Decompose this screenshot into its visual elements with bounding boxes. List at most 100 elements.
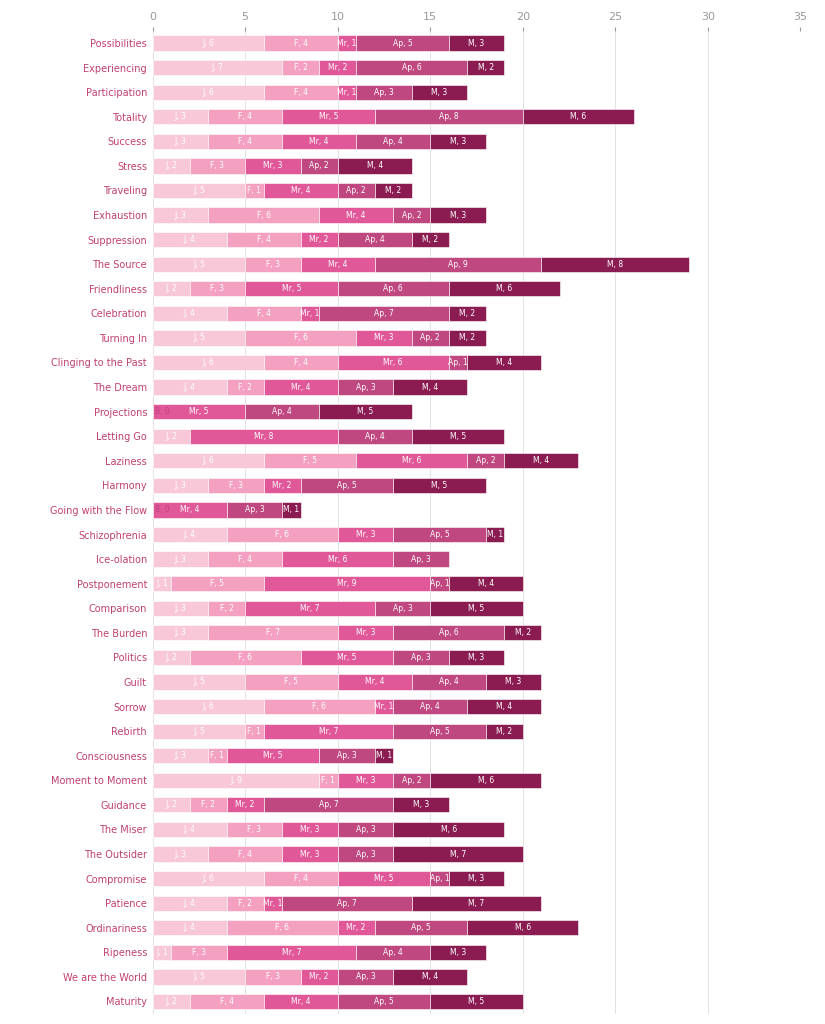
- Bar: [394, 478, 486, 493]
- Text: J, 6: J, 6: [202, 702, 214, 711]
- Text: Ap, 6: Ap, 6: [439, 629, 459, 637]
- Text: J, 1: J, 1: [156, 948, 167, 956]
- Bar: [300, 478, 394, 493]
- Bar: [300, 650, 394, 665]
- Text: M, 6: M, 6: [570, 113, 587, 121]
- Bar: [227, 749, 319, 763]
- Text: Ap, 3: Ap, 3: [393, 604, 412, 612]
- Text: Ap, 6: Ap, 6: [384, 285, 403, 293]
- Text: J, 6: J, 6: [202, 88, 214, 96]
- Bar: [449, 577, 523, 591]
- Bar: [449, 871, 504, 886]
- Bar: [319, 208, 394, 222]
- Text: Ap, 6: Ap, 6: [402, 63, 422, 72]
- Bar: [227, 822, 282, 837]
- Bar: [449, 331, 486, 345]
- Text: Mr, 7: Mr, 7: [300, 604, 319, 612]
- Bar: [449, 36, 504, 50]
- Bar: [412, 85, 467, 99]
- Bar: [375, 921, 467, 935]
- Bar: [430, 945, 486, 959]
- Text: Mr, 2: Mr, 2: [272, 481, 292, 489]
- Bar: [282, 110, 375, 124]
- Text: Mr, 4: Mr, 4: [291, 186, 310, 195]
- Bar: [245, 404, 319, 419]
- Bar: [153, 306, 227, 321]
- Bar: [264, 577, 430, 591]
- Bar: [394, 773, 430, 787]
- Bar: [153, 822, 227, 837]
- Text: J, 4: J, 4: [184, 825, 196, 834]
- Text: J, 7: J, 7: [211, 63, 224, 72]
- Bar: [153, 134, 208, 148]
- Text: F, 4: F, 4: [294, 358, 308, 367]
- Bar: [541, 257, 689, 271]
- Bar: [153, 85, 264, 99]
- Text: Mr, 2: Mr, 2: [235, 801, 255, 809]
- Text: M, 2: M, 2: [385, 186, 401, 195]
- Text: F, 1: F, 1: [322, 776, 335, 784]
- Bar: [245, 257, 300, 271]
- Bar: [467, 355, 541, 370]
- Bar: [449, 355, 467, 370]
- Text: Mr, 4: Mr, 4: [365, 678, 384, 686]
- Text: Mr, 5: Mr, 5: [337, 653, 356, 662]
- Bar: [208, 208, 319, 222]
- Bar: [208, 552, 282, 566]
- Text: M, 3: M, 3: [450, 211, 466, 219]
- Text: Mr, 2: Mr, 2: [309, 236, 329, 244]
- Bar: [300, 232, 337, 247]
- Text: M, 8: M, 8: [607, 260, 623, 268]
- Text: Mr, 4: Mr, 4: [328, 260, 347, 268]
- Text: J, 4: J, 4: [184, 899, 196, 907]
- Text: Ap, 3: Ap, 3: [356, 973, 375, 981]
- Bar: [356, 134, 430, 148]
- Bar: [356, 331, 412, 345]
- Text: M, 5: M, 5: [450, 432, 466, 440]
- Bar: [264, 454, 356, 468]
- Bar: [337, 232, 412, 247]
- Bar: [153, 601, 208, 615]
- Bar: [208, 601, 245, 615]
- Text: Ap, 5: Ap, 5: [411, 924, 431, 932]
- Text: F, 5: F, 5: [210, 580, 224, 588]
- Text: J, 3: J, 3: [174, 604, 186, 612]
- Text: M, 6: M, 6: [515, 924, 530, 932]
- Text: Ap, 3: Ap, 3: [244, 506, 264, 514]
- Bar: [153, 208, 208, 222]
- Text: Ap, 2: Ap, 2: [421, 334, 440, 342]
- Text: Ap, 3: Ap, 3: [356, 850, 375, 858]
- Bar: [153, 36, 264, 50]
- Bar: [153, 749, 208, 763]
- Bar: [190, 429, 337, 443]
- Bar: [153, 60, 282, 75]
- Bar: [153, 921, 227, 935]
- Bar: [190, 994, 264, 1009]
- Bar: [227, 306, 300, 321]
- Text: M, 5: M, 5: [469, 997, 484, 1006]
- Text: M, 1: M, 1: [487, 530, 503, 539]
- Text: M, 2: M, 2: [460, 309, 475, 317]
- Text: M, 1: M, 1: [376, 752, 392, 760]
- Bar: [394, 699, 467, 714]
- Text: F, 2: F, 2: [294, 63, 308, 72]
- Text: M, 7: M, 7: [450, 850, 466, 858]
- Text: Mr, 9: Mr, 9: [337, 580, 356, 588]
- Text: Mr, 5: Mr, 5: [189, 408, 209, 416]
- Bar: [190, 798, 227, 812]
- Bar: [319, 773, 337, 787]
- Text: Ap, 3: Ap, 3: [356, 825, 375, 834]
- Text: Ap, 4: Ap, 4: [420, 702, 440, 711]
- Bar: [227, 232, 300, 247]
- Bar: [264, 798, 394, 812]
- Bar: [282, 552, 394, 566]
- Bar: [486, 527, 504, 542]
- Bar: [337, 847, 394, 861]
- Bar: [153, 331, 245, 345]
- Text: Ap, 1: Ap, 1: [448, 358, 468, 367]
- Text: Ap, 5: Ap, 5: [430, 727, 450, 735]
- Text: Mr, 3: Mr, 3: [300, 850, 319, 858]
- Text: Ap, 9: Ap, 9: [448, 260, 468, 268]
- Text: F, 2: F, 2: [219, 604, 233, 612]
- Text: J, 9: J, 9: [230, 776, 242, 784]
